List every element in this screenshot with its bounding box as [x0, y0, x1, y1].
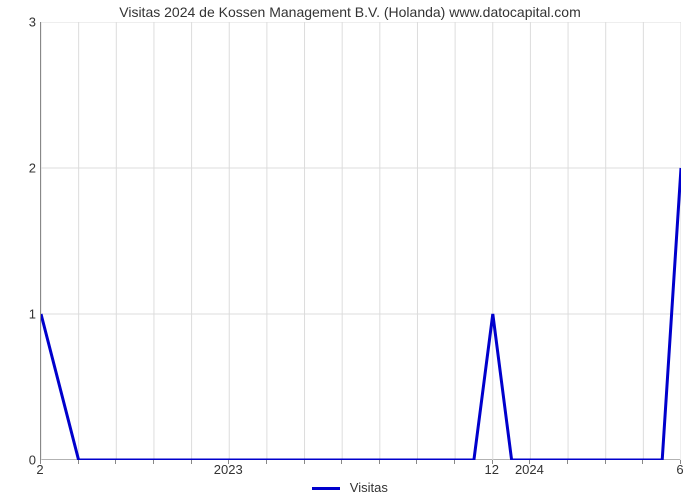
- x-minor-tick: [492, 460, 493, 464]
- x-minor-tick: [153, 460, 154, 464]
- x-minor-tick: [78, 460, 79, 464]
- plot-area: [40, 22, 680, 460]
- x-tick-label: 2023: [214, 462, 243, 477]
- x-tick-label: 6: [676, 462, 683, 477]
- x-tick-label: 2: [36, 462, 43, 477]
- grid: [41, 22, 681, 460]
- chart-title: Visitas 2024 de Kossen Management B.V. (…: [0, 4, 700, 20]
- chart-svg: [41, 22, 681, 460]
- x-minor-tick: [605, 460, 606, 464]
- x-minor-tick: [642, 460, 643, 464]
- x-minor-tick: [680, 460, 681, 464]
- x-minor-tick: [454, 460, 455, 464]
- legend-label: Visitas: [350, 480, 388, 495]
- x-minor-tick: [40, 460, 41, 464]
- y-tick-label: 2: [6, 161, 36, 176]
- x-minor-tick: [567, 460, 568, 464]
- legend-swatch: [312, 487, 340, 490]
- y-tick-label: 3: [6, 15, 36, 30]
- x-minor-tick: [379, 460, 380, 464]
- y-tick-label: 1: [6, 307, 36, 322]
- y-tick-label: 0: [6, 453, 36, 468]
- x-minor-tick: [341, 460, 342, 464]
- x-minor-tick: [416, 460, 417, 464]
- x-minor-tick: [115, 460, 116, 464]
- x-minor-tick: [304, 460, 305, 464]
- x-tick-label: 2024: [515, 462, 544, 477]
- legend: Visitas: [0, 480, 700, 495]
- x-minor-tick: [228, 460, 229, 464]
- x-tick-label: 12: [485, 462, 499, 477]
- x-minor-tick: [266, 460, 267, 464]
- x-minor-tick: [191, 460, 192, 464]
- x-minor-tick: [529, 460, 530, 464]
